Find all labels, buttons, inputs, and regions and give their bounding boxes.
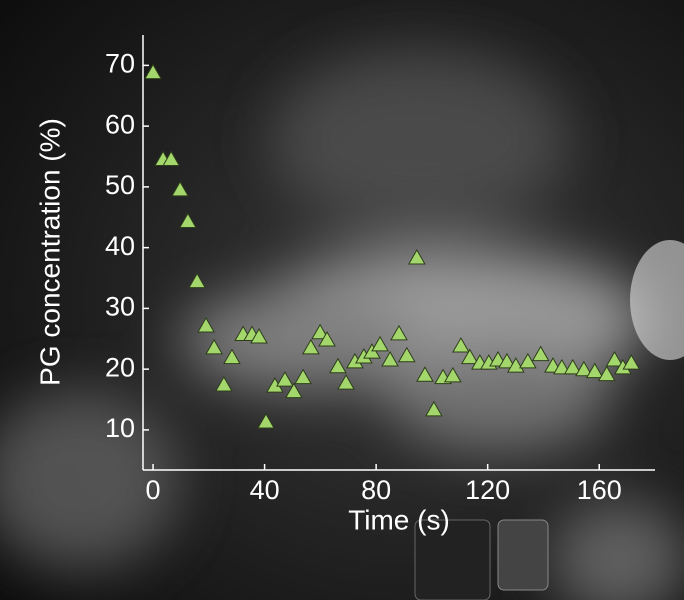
x-axis-label: Time (s) xyxy=(348,504,450,535)
y-tick-label: 40 xyxy=(105,231,135,261)
x-tick-label: 0 xyxy=(146,475,161,505)
y-tick-label: 60 xyxy=(105,109,135,139)
x-tick-label: 120 xyxy=(465,475,510,505)
x-tick-label: 160 xyxy=(577,475,622,505)
y-tick-label: 20 xyxy=(105,352,135,382)
x-tick-label: 80 xyxy=(361,475,391,505)
vape-tank xyxy=(498,520,548,590)
y-tick-label: 50 xyxy=(105,170,135,200)
y-tick-label: 10 xyxy=(105,413,135,443)
x-tick-label: 40 xyxy=(250,475,280,505)
y-tick-label: 70 xyxy=(105,49,135,79)
page: 10 20 30 40 50 60 70 0 40 80 120 160 Time (s) PG co… xyxy=(0,0,684,600)
y-tick-label: 30 xyxy=(105,292,135,322)
y-axis-label: PG concentration (%) xyxy=(34,118,65,386)
chart: 10 20 30 40 50 60 70 0 40 80 120 160 Time (s) PG co… xyxy=(0,0,684,600)
